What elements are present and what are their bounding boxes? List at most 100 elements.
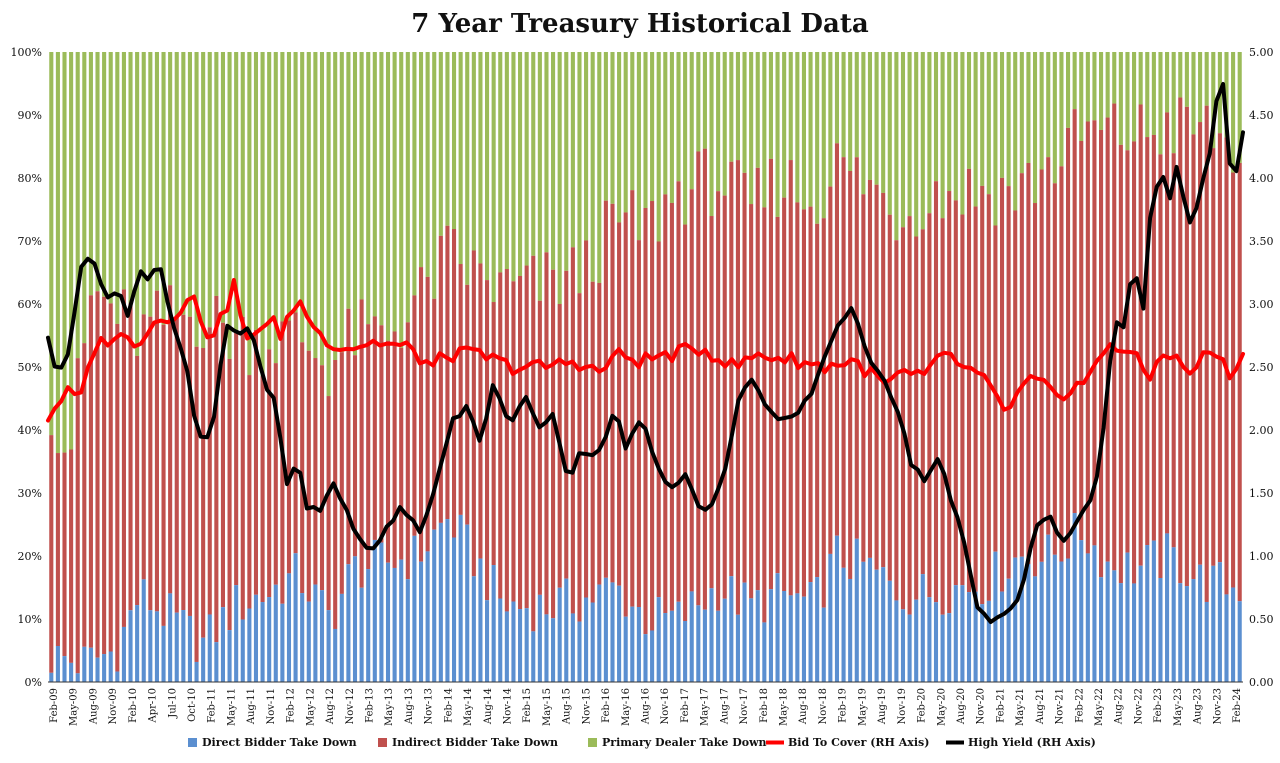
bar-primary-dealer: [986, 52, 991, 195]
bar-primary-dealer: [953, 52, 958, 201]
bar-group: [795, 52, 800, 682]
legend-item: Bid To Cover (RH Axis): [766, 736, 929, 749]
bar-primary-dealer: [88, 52, 93, 296]
left-axis-tick-label: 80%: [18, 172, 42, 185]
bar-primary-dealer: [471, 52, 476, 251]
bar-indirect-bidder: [1039, 169, 1044, 562]
bar-direct-bidder: [1092, 545, 1097, 682]
bar-group: [293, 52, 298, 682]
bar-direct-bidder: [1171, 547, 1176, 682]
bar-primary-dealer: [478, 52, 483, 264]
bar-indirect-bidder: [1079, 140, 1084, 541]
bar-primary-dealer: [313, 52, 318, 359]
bar-group: [1019, 52, 1024, 682]
bar-indirect-bidder: [234, 332, 239, 586]
bar-primary-dealer: [115, 52, 120, 324]
bar-primary-dealer: [669, 52, 674, 203]
bar-primary-dealer: [1145, 52, 1150, 138]
bar-indirect-bidder: [372, 316, 377, 540]
x-axis-tick-label: Aug-12: [325, 688, 336, 725]
bar-indirect-bidder: [1171, 153, 1176, 548]
bar-primary-dealer: [801, 52, 806, 210]
bar-indirect-bidder: [267, 349, 272, 598]
bar-indirect-bidder: [478, 263, 483, 559]
bar-indirect-bidder: [273, 363, 278, 585]
bar-primary-dealer: [161, 52, 166, 325]
x-axis-tick-label: Feb-21: [995, 688, 1006, 723]
bar-primary-dealer: [418, 52, 424, 268]
bar-primary-dealer: [894, 52, 899, 241]
bar-indirect-bidder: [1085, 121, 1090, 554]
bar-primary-dealer: [207, 52, 212, 328]
bar-indirect-bidder: [174, 316, 179, 613]
legend-item: Primary Dealer Take Down: [588, 736, 767, 749]
bar-indirect-bidder: [980, 185, 985, 605]
bar-group: [570, 52, 575, 682]
x-axis-tick-label: Aug-09: [88, 688, 99, 725]
bar-primary-dealer: [201, 52, 206, 349]
bar-primary-dealer: [1191, 52, 1196, 135]
bar-direct-bidder: [1052, 554, 1057, 682]
bar-group: [1151, 52, 1156, 682]
bar-group: [135, 52, 140, 682]
bar-indirect-bidder: [768, 158, 773, 590]
bar-direct-bidder: [524, 608, 529, 682]
bar-direct-bidder: [326, 610, 331, 682]
bar-direct-bidder: [1072, 513, 1077, 682]
bar-primary-dealer: [907, 52, 912, 217]
bar-direct-bidder: [485, 600, 490, 682]
left-axis-tick-label: 10%: [18, 613, 42, 626]
bar-primary-dealer: [696, 52, 701, 152]
bar-primary-dealer: [663, 52, 668, 195]
bar-direct-bidder: [227, 630, 232, 682]
bar-group: [1184, 52, 1189, 682]
bar-primary-dealer: [815, 52, 820, 224]
bar-indirect-bidder: [749, 204, 754, 599]
bar-primary-dealer: [828, 52, 833, 187]
bar-indirect-bidder: [1105, 117, 1110, 562]
bar-indirect-bidder: [1092, 120, 1097, 546]
bar-direct-bidder: [861, 561, 866, 682]
bar-indirect-bidder: [161, 324, 166, 626]
bar-primary-dealer: [524, 52, 529, 266]
bar-direct-bidder: [247, 608, 252, 682]
bar-primary-dealer: [603, 52, 608, 201]
x-axis-tick-label: Nov-22: [1133, 688, 1144, 725]
bar-direct-bidder: [1125, 552, 1130, 682]
bar-direct-bidder: [907, 614, 912, 682]
bar-direct-bidder: [280, 603, 285, 682]
bar-group: [88, 52, 93, 682]
bar-direct-bidder: [584, 597, 589, 682]
bar-direct-bidder: [696, 605, 701, 682]
legend-label: High Yield (RH Axis): [968, 736, 1096, 749]
bar-group: [62, 52, 67, 682]
bar-primary-dealer: [253, 52, 259, 330]
bar-group: [993, 52, 998, 682]
bar-primary-dealer: [689, 52, 694, 190]
x-axis-tick-label: May-09: [69, 688, 80, 726]
bar-direct-bidder: [643, 634, 648, 682]
x-axis-tick-label: Nov-18: [818, 688, 829, 725]
bar-primary-dealer: [531, 52, 536, 256]
bar-direct-bidder: [1231, 587, 1236, 682]
bar-indirect-bidder: [914, 236, 919, 600]
bar-indirect-bidder: [168, 285, 173, 594]
bar-primary-dealer: [174, 52, 179, 317]
bar-primary-dealer: [141, 52, 146, 315]
bar-direct-bidder: [630, 606, 635, 682]
bar-indirect-bidder: [102, 296, 107, 655]
bar-primary-dealer: [544, 52, 549, 253]
bar-primary-dealer: [1006, 52, 1011, 187]
bar-group: [729, 52, 734, 682]
bar-group: [663, 52, 668, 682]
bar-group: [128, 52, 133, 682]
bar-primary-dealer: [808, 52, 813, 207]
bar-indirect-bidder: [247, 375, 252, 609]
bar-primary-dealer: [168, 52, 173, 286]
bar-primary-dealer: [518, 52, 523, 276]
bar-direct-bidder: [848, 578, 853, 682]
series-lines: [46, 82, 1245, 624]
bar-primary-dealer: [405, 52, 410, 323]
bar-group: [735, 52, 740, 682]
